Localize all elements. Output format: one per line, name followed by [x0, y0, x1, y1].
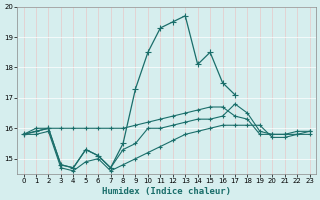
X-axis label: Humidex (Indice chaleur): Humidex (Indice chaleur): [102, 187, 231, 196]
